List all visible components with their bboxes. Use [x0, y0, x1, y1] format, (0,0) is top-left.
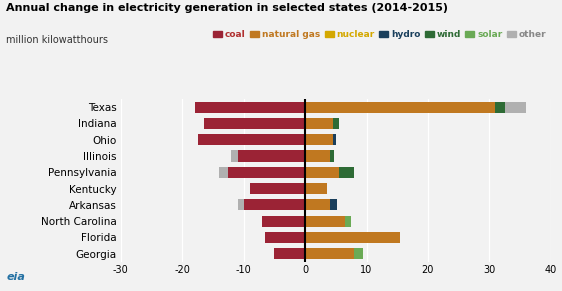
Bar: [305, 167, 339, 178]
Text: Annual change in electricity generation in selected states (2014-2015): Annual change in electricity generation …: [6, 3, 447, 13]
Bar: [262, 216, 305, 227]
Bar: [305, 150, 330, 162]
Legend: coal, natural gas, nuclear, hydro, wind, solar, other: coal, natural gas, nuclear, hydro, wind,…: [213, 30, 546, 39]
Bar: [496, 102, 505, 113]
Bar: [274, 248, 305, 259]
Bar: [333, 134, 336, 145]
Bar: [333, 118, 339, 129]
Bar: [265, 232, 305, 243]
Bar: [228, 167, 305, 178]
Bar: [305, 199, 330, 210]
Bar: [305, 134, 333, 145]
Bar: [244, 199, 305, 210]
Text: million kilowatthours: million kilowatthours: [6, 35, 107, 45]
Bar: [354, 248, 364, 259]
Bar: [238, 150, 305, 162]
Bar: [305, 118, 333, 129]
Bar: [305, 102, 496, 113]
Bar: [505, 102, 526, 113]
Bar: [204, 118, 305, 129]
Bar: [238, 199, 244, 210]
Bar: [305, 183, 327, 194]
Bar: [305, 216, 345, 227]
Bar: [339, 167, 354, 178]
Bar: [219, 167, 228, 178]
Text: eia: eia: [7, 272, 26, 282]
Bar: [305, 248, 354, 259]
Bar: [345, 216, 351, 227]
Bar: [232, 150, 238, 162]
Bar: [305, 232, 400, 243]
Bar: [330, 150, 334, 162]
Bar: [250, 183, 305, 194]
Bar: [194, 102, 305, 113]
Bar: [330, 199, 337, 210]
Bar: [198, 134, 305, 145]
